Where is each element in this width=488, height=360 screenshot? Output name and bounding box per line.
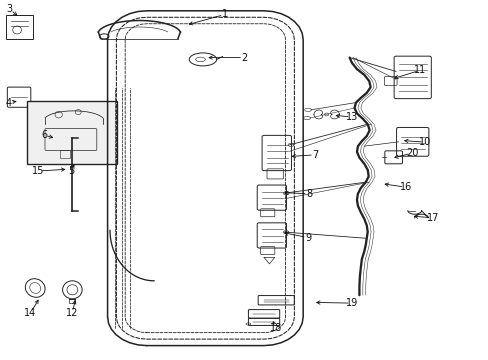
Text: 14: 14 — [24, 308, 37, 318]
Text: 2: 2 — [241, 53, 247, 63]
Text: 8: 8 — [305, 189, 311, 199]
Text: 15: 15 — [32, 166, 44, 176]
Text: 16: 16 — [399, 182, 411, 192]
Text: 17: 17 — [426, 213, 438, 223]
Text: 10: 10 — [418, 137, 431, 147]
Text: 13: 13 — [345, 112, 358, 122]
Text: 20: 20 — [405, 148, 418, 158]
Text: 19: 19 — [345, 298, 358, 308]
Text: 9: 9 — [305, 233, 310, 243]
Text: 7: 7 — [312, 150, 318, 160]
Text: 11: 11 — [413, 65, 426, 75]
Text: 1: 1 — [222, 9, 227, 19]
Text: 3: 3 — [7, 4, 13, 14]
Text: 18: 18 — [269, 323, 282, 333]
Text: 12: 12 — [66, 308, 79, 318]
Text: 4: 4 — [6, 98, 12, 108]
Text: 5: 5 — [68, 166, 74, 176]
FancyBboxPatch shape — [27, 101, 117, 164]
Text: 6: 6 — [41, 130, 47, 140]
